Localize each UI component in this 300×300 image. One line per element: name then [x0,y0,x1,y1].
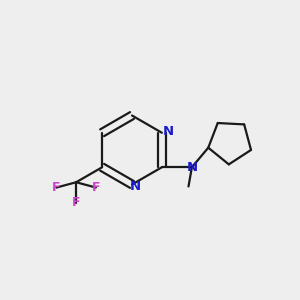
Text: N: N [129,180,141,194]
Text: F: F [72,196,80,209]
Text: F: F [92,181,100,194]
Text: F: F [52,181,61,194]
Text: N: N [186,161,197,174]
Text: N: N [163,125,174,138]
